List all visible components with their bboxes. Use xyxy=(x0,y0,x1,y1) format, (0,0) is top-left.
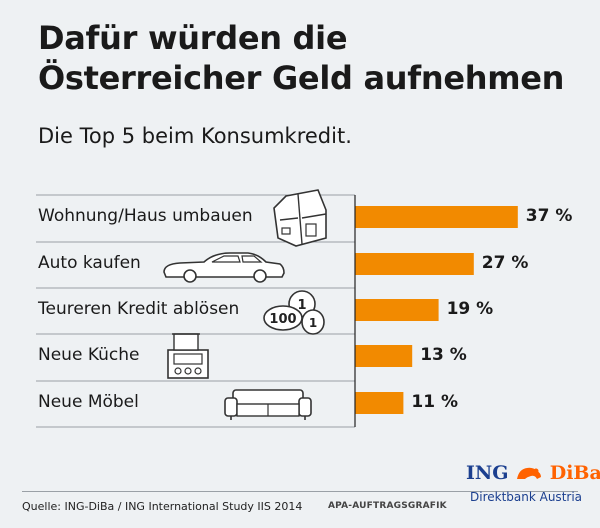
graphic-credit: APA-AUFTRAGSGRAFIK xyxy=(328,501,447,511)
source-note: Quelle: ING-DiBa / ING International Stu… xyxy=(22,500,303,513)
stove-icon xyxy=(167,333,209,379)
bar xyxy=(355,345,413,367)
footer-divider xyxy=(22,491,578,492)
sofa-icon xyxy=(224,389,312,420)
floor-plan-icon xyxy=(273,189,327,247)
value-label: 19 % xyxy=(446,299,494,319)
category-label: Neue Möbel xyxy=(38,392,139,412)
coin-text: 1 xyxy=(309,316,317,330)
lion-icon xyxy=(517,467,542,479)
bar xyxy=(355,299,439,321)
logo-tagline: Direktbank Austria xyxy=(470,490,583,504)
value-label: 27 % xyxy=(481,253,529,273)
bar xyxy=(355,253,474,275)
coin-text: 1 xyxy=(297,298,306,313)
chart-title: Dafür würden die Österreicher Geld aufne… xyxy=(38,19,565,97)
category-label: Wohnung/Haus umbauen xyxy=(38,206,253,226)
coins-icon: 1 100 1 xyxy=(263,290,325,335)
value-label: 11 % xyxy=(411,392,458,412)
ing-diba-logo: ING DiBa xyxy=(466,462,600,484)
logo-diba-text: DiBa xyxy=(549,462,600,484)
value-label: 37 % xyxy=(525,206,573,226)
coin-text: 100 xyxy=(269,312,296,327)
category-label: Teureren Kredit ablösen xyxy=(38,299,240,319)
category-label: Neue Küche xyxy=(38,345,140,365)
bar xyxy=(355,206,518,228)
car-icon xyxy=(163,252,285,283)
value-label: 13 % xyxy=(420,345,467,365)
chart-subtitle: Die Top 5 beim Konsumkredit. xyxy=(38,124,352,148)
category-label: Auto kaufen xyxy=(38,253,141,273)
bar xyxy=(355,392,404,414)
logo-ing-text: ING xyxy=(466,462,509,484)
